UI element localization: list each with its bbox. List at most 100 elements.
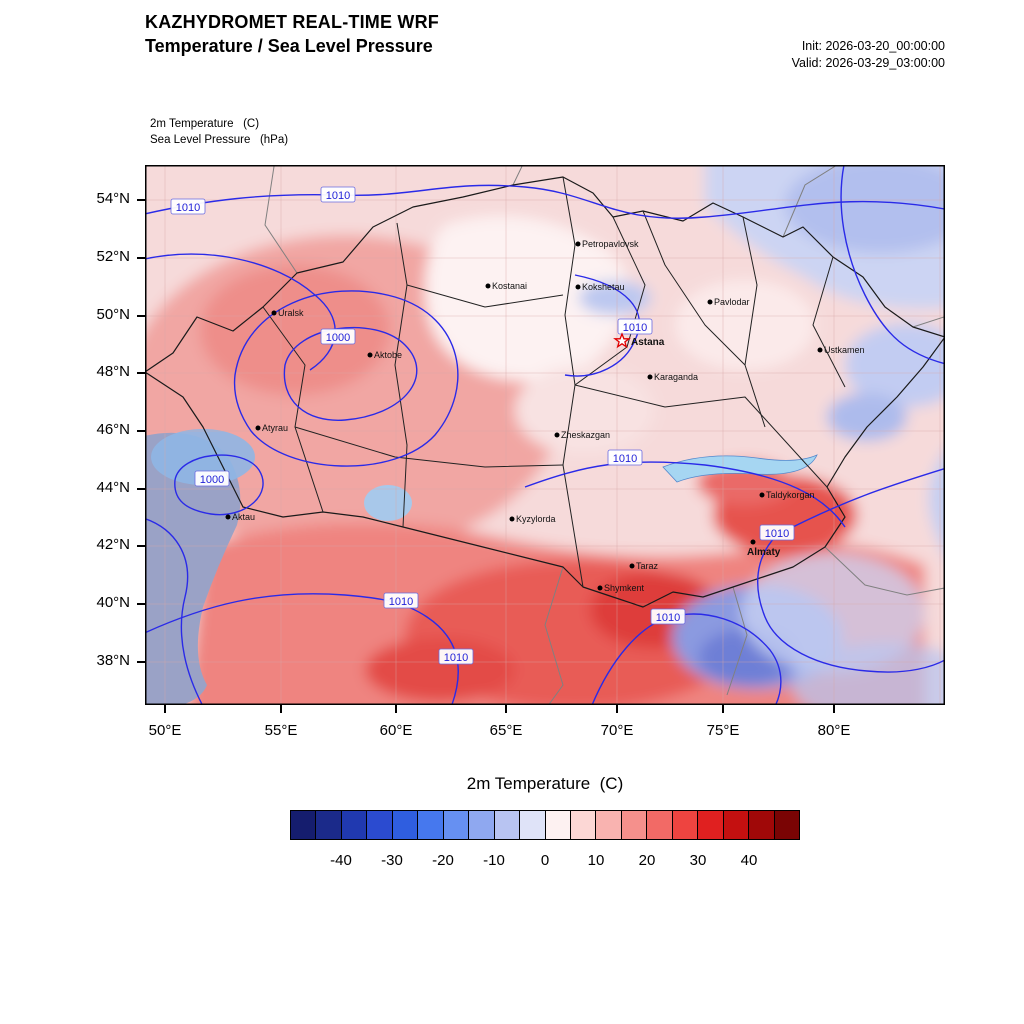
- svg-text:Astana: Astana: [631, 337, 665, 348]
- axis-tick: [722, 705, 724, 713]
- lon-label: 70°E: [600, 722, 634, 739]
- isobar-label: 1010: [759, 524, 795, 541]
- city-dot: [647, 374, 653, 380]
- city-markers: Petropavlovsk Kostanai Kokshetau Pavloda…: [225, 239, 865, 593]
- axis-tick: [137, 430, 145, 432]
- colorbar-cell: [647, 811, 673, 839]
- colorbar-cell: [545, 811, 571, 839]
- lat-label: 48°N: [96, 363, 130, 380]
- lake-balkhash: [662, 454, 818, 483]
- city-atyrau: Atyrau: [255, 423, 288, 433]
- oblast-borders: [262, 176, 846, 588]
- foreign-borders: [264, 165, 945, 705]
- lat-label: 42°N: [96, 536, 130, 553]
- svg-text:Kokshetau: Kokshetau: [582, 282, 625, 292]
- field-label-temperature: 2m Temperature (C): [150, 118, 260, 130]
- isobar-label: 1000: [320, 328, 356, 345]
- colorbar-tick: -20: [432, 852, 454, 869]
- axis-tick: [137, 199, 145, 201]
- city-dot: [759, 492, 765, 498]
- svg-text:1010: 1010: [326, 190, 350, 202]
- lat-label: 52°N: [96, 248, 130, 265]
- svg-text:1010: 1010: [765, 528, 789, 540]
- city-almaty: Almaty: [747, 539, 781, 558]
- colorbar-cell: [418, 811, 444, 839]
- isobar-label: 1010: [438, 648, 474, 665]
- city-aktobe: Aktobe: [367, 350, 402, 360]
- city-dot: [575, 284, 581, 290]
- svg-text:Pavlodar: Pavlodar: [714, 297, 750, 307]
- city-dot: [554, 432, 560, 438]
- axis-tick: [137, 661, 145, 663]
- axis-tick: [164, 705, 166, 713]
- lon-label: 75°E: [706, 722, 740, 739]
- city-dot: [367, 352, 373, 358]
- map-frame: [145, 165, 945, 705]
- axis-tick: [505, 705, 507, 713]
- colorbar-cell: [341, 811, 368, 839]
- pressure-contours: [145, 165, 945, 705]
- page-title: KAZHYDROMET REAL-TIME WRF: [145, 12, 439, 32]
- map-canvas: 1010 1010 1010 1010 1000 1000 1010 1010 …: [145, 165, 945, 705]
- temperature-shading: [145, 165, 945, 705]
- svg-text:Ustkamen: Ustkamen: [824, 345, 865, 355]
- city-uralsk: Uralsk: [271, 308, 304, 318]
- colorbar-tick: 20: [638, 852, 656, 869]
- city-kokshetau: Kokshetau: [575, 282, 625, 292]
- svg-text:Taldykorgan: Taldykorgan: [766, 490, 815, 500]
- isobar-label: 1010: [617, 318, 653, 335]
- axis-tick: [137, 488, 145, 490]
- lat-label: 40°N: [96, 594, 130, 611]
- valid-time: Valid: 2026-03-29_03:00:00: [791, 56, 945, 70]
- page-subtitle: Temperature / Sea Level Pressure: [145, 36, 433, 56]
- axis-tick: [137, 315, 145, 317]
- colorbar-tick: -40: [330, 852, 352, 869]
- svg-text:Petropavlovsk: Petropavlovsk: [582, 239, 639, 249]
- caspian-sea: [145, 432, 241, 705]
- svg-text:Almaty: Almaty: [747, 547, 781, 558]
- init-time: Init: 2026-03-20_00:00:00: [801, 39, 945, 53]
- city-shymkent: Shymkent: [597, 583, 645, 593]
- city-dot: [485, 283, 491, 289]
- svg-text:1010: 1010: [623, 322, 647, 334]
- svg-text:Kostanai: Kostanai: [492, 281, 527, 291]
- svg-text:1000: 1000: [200, 474, 224, 486]
- lat-label: 46°N: [96, 421, 130, 438]
- svg-text:Uralsk: Uralsk: [278, 308, 304, 318]
- isobar-label: 1000: [194, 470, 230, 487]
- city-taldykorgan: Taldykorgan: [759, 490, 815, 500]
- lat-label: 50°N: [96, 306, 130, 323]
- city-petropavlovsk: Petropavlovsk: [575, 239, 639, 249]
- svg-text:Aktobe: Aktobe: [374, 350, 402, 360]
- colorbar-title: 2m Temperature (C): [466, 774, 624, 793]
- svg-text:Shymkent: Shymkent: [604, 583, 645, 593]
- colorbar: [290, 810, 800, 840]
- svg-text:1010: 1010: [176, 202, 200, 214]
- city-dot: [255, 425, 261, 431]
- axis-tick: [616, 705, 618, 713]
- field-label-pressure: Sea Level Pressure (hPa): [150, 134, 289, 146]
- colorbar-cell: [621, 811, 648, 839]
- city-dot: [271, 310, 277, 316]
- colorbar-cell: [367, 811, 393, 839]
- colorbar-tick: 10: [587, 852, 605, 869]
- svg-text:1010: 1010: [444, 652, 468, 664]
- colorbar-cell: [723, 811, 750, 839]
- colorbar-cell: [392, 811, 419, 839]
- run-times: Init: 2026-03-20_00:00:00 Valid: 2026-03…: [792, 38, 945, 72]
- svg-text:Aktau: Aktau: [232, 512, 255, 522]
- colorbar-tick: 40: [740, 852, 758, 869]
- city-dot: [707, 299, 713, 305]
- lat-label: 38°N: [96, 652, 130, 669]
- axis-tick: [137, 603, 145, 605]
- lon-label: 65°E: [489, 722, 523, 739]
- svg-text:Atyrau: Atyrau: [262, 423, 288, 433]
- axis-tick: [137, 257, 145, 259]
- kazakhstan-border: [145, 176, 945, 608]
- axis-tick: [833, 705, 835, 713]
- lon-label: 55°E: [264, 722, 298, 739]
- colorbar-tick: -10: [483, 852, 505, 869]
- colorbar-cell: [570, 811, 597, 839]
- lon-label: 80°E: [817, 722, 851, 739]
- colorbar-cell: [469, 811, 495, 839]
